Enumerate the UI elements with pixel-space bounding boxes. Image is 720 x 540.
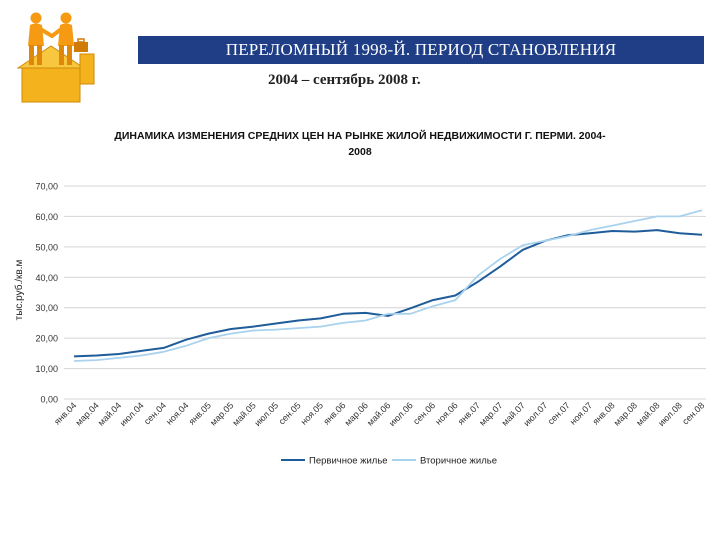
- slide-title-banner: ПЕРЕЛОМНЫЙ 1998-Й. ПЕРИОД СТАНОВЛЕНИЯ: [138, 36, 704, 64]
- x-tick-label: мар.06: [343, 400, 370, 427]
- x-tick-label: мар.04: [73, 400, 100, 427]
- chart-title-line1: ДИНАМИКА ИЗМЕНЕНИЯ СРЕДНИХ ЦЕН НА РЫНКЕ …: [114, 129, 606, 142]
- x-tick-label: июл.07: [522, 400, 550, 428]
- x-tick-label: ноя.07: [568, 400, 594, 426]
- x-tick-label: мар.07: [477, 400, 504, 427]
- slide-subtitle: 2004 – сентябрь 2008 г.: [268, 72, 421, 88]
- x-tick-label: сен.08: [680, 400, 706, 426]
- x-tick-label: ноя.06: [433, 400, 459, 426]
- x-tick-label: сен.04: [142, 400, 168, 426]
- x-tick-label: июл.06: [387, 400, 415, 428]
- legend-label: Вторичное жилье: [420, 456, 497, 467]
- y-tick-label: 20,00: [35, 334, 58, 344]
- x-tick-label: мар.05: [208, 400, 235, 427]
- series-line-primary: [73, 229, 703, 358]
- y-tick-label: 70,00: [35, 182, 58, 192]
- x-tick-label: мар.08: [612, 400, 639, 427]
- x-tick-label: ноя.05: [299, 400, 325, 426]
- handshake-people-icon: [16, 12, 95, 103]
- y-tick-label: 30,00: [35, 303, 58, 313]
- y-tick-label: 50,00: [35, 242, 58, 252]
- x-tick-label: июл.08: [656, 400, 684, 428]
- x-tick-label: сен.06: [411, 400, 437, 426]
- series-line-secondary: [73, 209, 703, 362]
- y-axis-label: тыс.руб./кв.м: [13, 260, 25, 321]
- y-tick-label: 60,00: [35, 212, 58, 222]
- y-tick-label: 10,00: [35, 364, 58, 374]
- legend-label: Первичное жилье: [309, 456, 388, 467]
- x-tick-label: сен.05: [277, 400, 303, 426]
- y-tick-label: 0,00: [40, 395, 58, 405]
- x-tick-label: ноя.04: [164, 400, 190, 426]
- chart-title-line2: 2008: [348, 146, 372, 158]
- y-tick-label: 40,00: [35, 273, 58, 283]
- x-tick-label: сен.07: [546, 400, 572, 426]
- x-tick-label: июл.05: [252, 400, 280, 428]
- x-tick-label: июл.04: [118, 400, 146, 428]
